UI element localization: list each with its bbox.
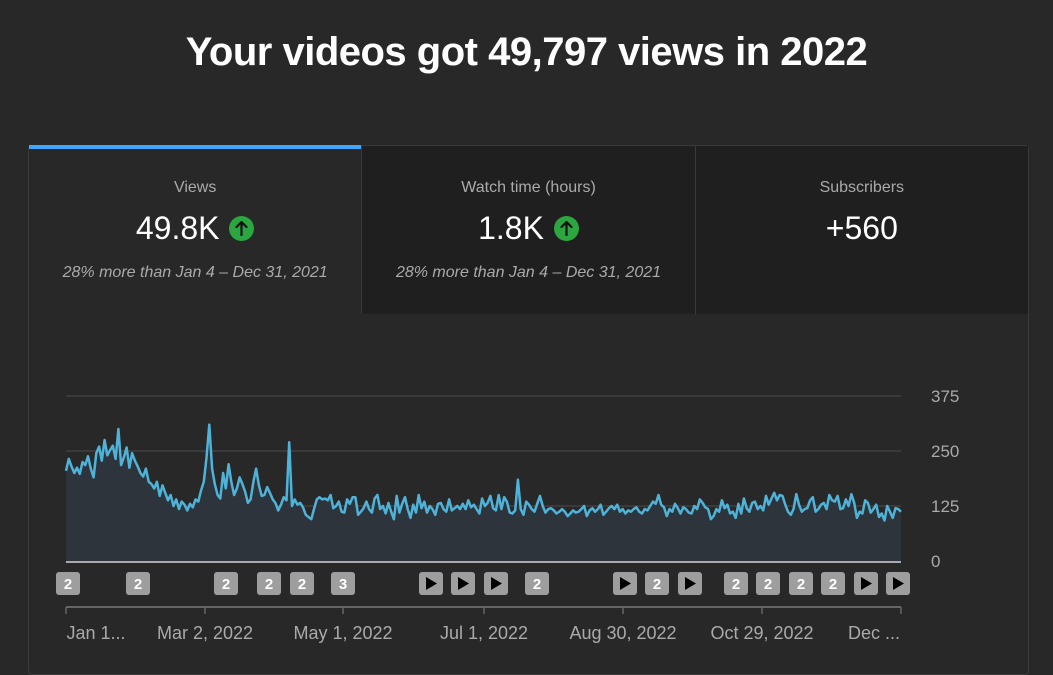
tab-value: 49.8K xyxy=(135,210,220,246)
video-marker-play[interactable] xyxy=(451,572,475,595)
svg-text:3: 3 xyxy=(339,576,347,593)
trend-up-icon xyxy=(229,216,255,241)
tab-comparison: 28% more than Jan 4 – Dec 31, 2021 xyxy=(395,264,662,281)
tab-comparison: 28% more than Jan 4 – Dec 31, 2021 xyxy=(62,264,328,281)
svg-text:2: 2 xyxy=(764,576,772,593)
tab-subscribers[interactable]: Subscribers +560 xyxy=(694,146,1028,314)
svg-text:2: 2 xyxy=(134,576,142,593)
y-tick-label: 375 xyxy=(931,387,959,406)
video-marker-group[interactable]: 2 xyxy=(290,572,314,595)
play-icon xyxy=(620,577,631,590)
tab-value: 1.8K xyxy=(478,210,544,246)
analytics-panel: Views 49.8K 28% more than Jan 4 – Dec 31… xyxy=(28,145,1029,675)
trend-up-icon xyxy=(553,216,579,241)
play-icon xyxy=(491,577,502,590)
page-headline: Your videos got 49,797 views in 2022 xyxy=(185,30,868,74)
y-tick-label: 250 xyxy=(931,442,959,461)
video-marker-group[interactable]: 2 xyxy=(257,572,281,595)
y-tick-label: 125 xyxy=(931,497,959,516)
video-marker-group[interactable]: 2 xyxy=(56,572,80,595)
x-tick-label: Oct 29, 2022 xyxy=(710,623,813,643)
video-marker-play[interactable] xyxy=(484,572,508,595)
x-tick-label: May 1, 2022 xyxy=(293,623,392,643)
video-marker-play[interactable] xyxy=(854,572,878,595)
svg-text:2: 2 xyxy=(298,576,306,593)
tab-watch-time[interactable]: Watch time (hours) 1.8K 28% more than Ja… xyxy=(361,146,695,314)
svg-text:2: 2 xyxy=(732,576,740,593)
play-icon xyxy=(861,577,872,590)
tab-label: Views xyxy=(173,179,217,196)
svg-text:2: 2 xyxy=(797,576,805,593)
video-marker-play[interactable] xyxy=(678,572,702,595)
svg-text:2: 2 xyxy=(653,576,661,593)
video-marker-group[interactable]: 2 xyxy=(724,572,748,595)
video-marker-play[interactable] xyxy=(886,572,910,595)
video-marker-play[interactable] xyxy=(613,572,637,595)
video-marker-play[interactable] xyxy=(419,572,443,595)
tab-value: +560 xyxy=(825,210,898,246)
tab-value-row: 1.8K xyxy=(362,210,694,247)
views-area xyxy=(66,424,901,561)
tab-value-row: 49.8K xyxy=(29,210,361,247)
x-tick-label: Aug 30, 2022 xyxy=(569,623,676,643)
video-marker-group[interactable]: 2 xyxy=(645,572,669,595)
video-marker-group[interactable]: 2 xyxy=(525,572,549,595)
tab-label: Subscribers xyxy=(819,179,905,196)
svg-text:2: 2 xyxy=(829,576,837,593)
tab-label: Watch time (hours) xyxy=(461,179,596,196)
svg-text:2: 2 xyxy=(222,576,230,593)
y-tick-label: 0 xyxy=(931,552,940,571)
svg-text:2: 2 xyxy=(533,576,541,593)
tab-value-row: +560 xyxy=(696,210,1028,247)
views-line xyxy=(64,423,902,522)
video-marker-group[interactable]: 2 xyxy=(789,572,813,595)
svg-text:2: 2 xyxy=(64,576,72,593)
video-marker-group[interactable]: 2 xyxy=(821,572,845,595)
play-icon xyxy=(426,577,437,590)
x-axis: Jan 1... Mar 2, 2022 May 1, 2022 Jul 1, 202… xyxy=(65,606,902,643)
tab-views[interactable]: Views 49.8K 28% more than Jan 4 – Dec 31… xyxy=(29,145,362,314)
video-marker-group[interactable]: 2 xyxy=(756,572,780,595)
video-markers: 2 2 2 2 2 3 2 2 2 2 2 2 xyxy=(56,572,910,595)
x-tick-label: Dec ... xyxy=(848,623,900,643)
x-tick-label: Jul 1, 2022 xyxy=(440,623,528,643)
video-marker-group[interactable]: 3 xyxy=(331,572,355,595)
y-axis-labels: 0 125 250 375 xyxy=(931,387,959,571)
play-icon xyxy=(685,577,696,590)
play-icon xyxy=(893,577,904,590)
video-marker-group[interactable]: 2 xyxy=(214,572,238,595)
play-icon xyxy=(458,577,469,590)
x-tick-label: Mar 2, 2022 xyxy=(157,623,253,643)
metric-tabs: Views 49.8K 28% more than Jan 4 – Dec 31… xyxy=(29,145,1028,314)
x-tick-label: Jan 1... xyxy=(66,623,125,643)
video-marker-group[interactable]: 2 xyxy=(126,572,150,595)
svg-text:2: 2 xyxy=(265,576,273,593)
